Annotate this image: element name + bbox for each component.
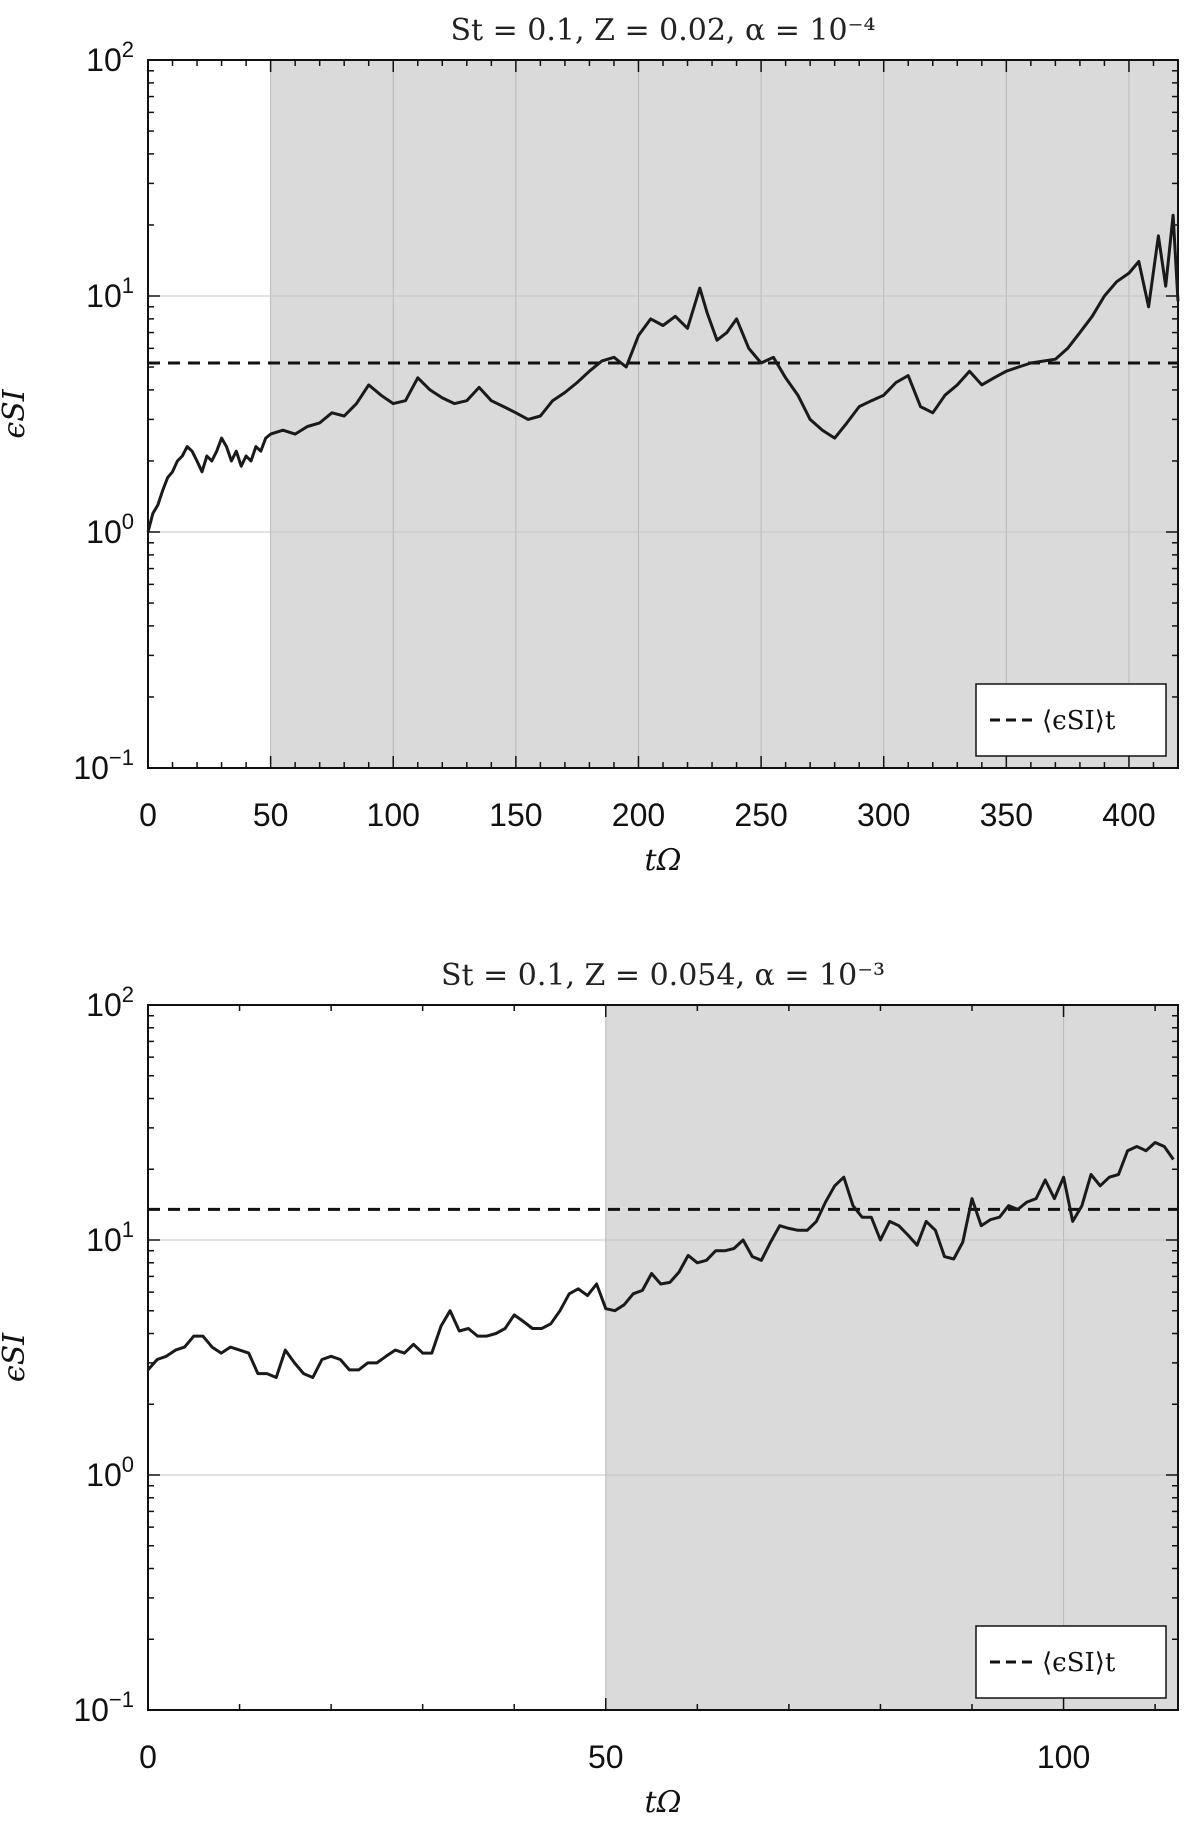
y-axis-label: ϵSI <box>0 1332 32 1382</box>
x-tick-label: 150 <box>489 797 542 833</box>
plot-frame <box>147 1004 1179 1711</box>
y-tick-base: 10 <box>86 514 122 550</box>
x-tick-label: 0 <box>139 1739 157 1775</box>
chart-title: St = 0.1, Z = 0.02, α = 10⁻⁴ <box>450 13 875 48</box>
x-tick-label: 0 <box>139 797 157 833</box>
x-tick-label: 50 <box>253 797 289 833</box>
x-tick-label: 300 <box>857 797 910 833</box>
y-tick-exponent: 1 <box>122 1217 134 1242</box>
y-tick-label: 10−1 <box>73 745 134 786</box>
x-axis-label: tΩ <box>645 843 682 878</box>
chart-title: St = 0.1, Z = 0.054, α = 10⁻³ <box>441 958 885 993</box>
y-tick-base: 10 <box>86 987 122 1023</box>
x-tick-label: 350 <box>980 797 1033 833</box>
x-tick-label: 200 <box>612 797 665 833</box>
y-tick-base: 10 <box>73 1692 109 1728</box>
x-tick-label: 400 <box>1102 797 1155 833</box>
y-tick-exponent: −1 <box>109 745 134 770</box>
legend-label: ⟨ϵSI⟩t <box>1042 1648 1116 1678</box>
legend: ⟨ϵSI⟩t <box>975 1625 1167 1699</box>
y-tick-base: 10 <box>86 1457 122 1493</box>
y-tick-exponent: −1 <box>109 1687 134 1712</box>
y-tick-base: 10 <box>86 278 122 314</box>
x-tick-label: 100 <box>1037 1739 1090 1775</box>
legend-label: ⟨ϵSI⟩t <box>1042 706 1116 736</box>
x-tick-label: 50 <box>588 1739 624 1775</box>
y-tick-label: 100 <box>86 509 134 550</box>
y-tick-label: 100 <box>86 1452 134 1493</box>
y-tick-exponent: 2 <box>122 982 134 1007</box>
y-tick-label: 101 <box>86 1217 134 1258</box>
y-tick-label: 101 <box>86 273 134 314</box>
y-tick-exponent: 0 <box>122 509 134 534</box>
y-tick-label: 102 <box>86 982 134 1023</box>
y-tick-label: 102 <box>86 37 134 78</box>
x-tick-label: 250 <box>734 797 787 833</box>
x-axis-label: tΩ <box>645 1785 682 1820</box>
y-tick-base: 10 <box>86 1222 122 1258</box>
y-axis-label: ϵSI <box>0 388 32 438</box>
y-tick-exponent: 0 <box>122 1452 134 1477</box>
shaded-averaging-region <box>605 1005 1178 1710</box>
data-series-line <box>146 1141 1175 1379</box>
y-tick-base: 10 <box>86 42 122 78</box>
y-tick-exponent: 2 <box>122 37 134 62</box>
y-tick-label: 10−1 <box>73 1687 134 1728</box>
legend: ⟨ϵSI⟩t <box>975 683 1167 757</box>
shaded-averaging-region <box>270 60 1179 768</box>
y-tick-exponent: 1 <box>122 273 134 298</box>
y-tick-base: 10 <box>73 750 109 786</box>
data-series-line <box>146 213 1180 533</box>
x-tick-label: 100 <box>367 797 420 833</box>
